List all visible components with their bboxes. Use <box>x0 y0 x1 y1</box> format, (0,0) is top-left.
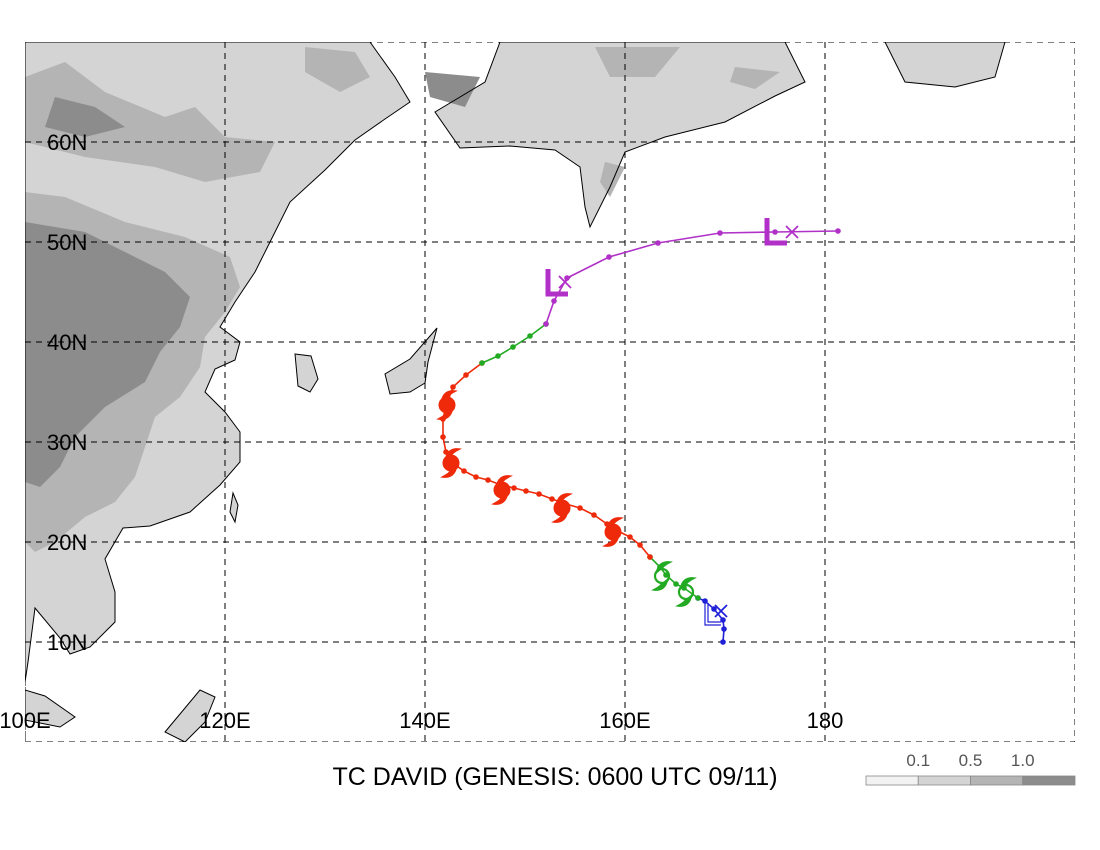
legend-swatch <box>1022 775 1076 786</box>
legend-label: 0.1 <box>906 751 930 770</box>
track-point <box>637 542 643 548</box>
track-point <box>461 468 467 474</box>
track-point <box>711 606 717 612</box>
coastline <box>384 327 438 395</box>
coastline <box>25 689 76 728</box>
axis-labels: 100E 120E 140E 160E 180 10N 20N 30N 40N 50N 60N <box>0 130 843 733</box>
track-symbols <box>436 218 799 626</box>
position-x-mark <box>558 275 572 289</box>
track-point <box>835 228 841 234</box>
lon-tick-label: 120E <box>199 708 250 733</box>
track-point <box>479 360 485 366</box>
shade-level-3 <box>25 222 190 487</box>
track-point <box>647 554 653 560</box>
terrain-shading <box>25 42 1005 742</box>
track-point <box>551 298 557 304</box>
track-point <box>606 254 612 260</box>
track-point <box>655 240 661 246</box>
track-point <box>673 581 679 587</box>
track-point <box>450 384 456 390</box>
coastline <box>434 42 806 229</box>
typhoon-symbol <box>436 390 458 420</box>
shade-level-2 <box>25 62 275 182</box>
track-point <box>772 229 778 235</box>
track-point <box>495 353 501 359</box>
track-point <box>463 372 469 378</box>
track-point <box>543 321 549 327</box>
track-point <box>510 344 516 350</box>
tropical-storm-symbol <box>651 561 673 591</box>
coastline <box>25 42 411 683</box>
track-point <box>663 572 669 578</box>
shade-level-1 <box>165 690 215 742</box>
shade-level-3 <box>45 97 125 137</box>
legend-label: 0.5 <box>959 751 983 770</box>
shade-level-1 <box>435 42 805 227</box>
track-point <box>720 617 726 623</box>
track-point <box>440 434 446 440</box>
position-x-mark <box>785 225 799 239</box>
shade-level-1 <box>25 42 410 682</box>
depression-symbol <box>704 601 721 626</box>
track-point <box>473 474 479 480</box>
typhoon-symbol <box>551 493 573 523</box>
lat-tick-label: 20N <box>47 530 87 555</box>
track-point <box>549 496 555 502</box>
track-point <box>627 534 633 540</box>
shade-level-2 <box>595 47 680 77</box>
shade-level-1 <box>385 328 437 394</box>
coastline <box>884 42 1006 88</box>
shade-level-2 <box>730 67 780 89</box>
coastline <box>229 491 239 524</box>
shade-level-2 <box>305 47 370 92</box>
lat-tick-label: 40N <box>47 330 87 355</box>
lon-tick-label: 100E <box>0 708 51 733</box>
track-point <box>591 512 597 518</box>
map-title: TC DAVID (GENESIS: 0600 UTC 09/11) <box>332 763 777 791</box>
shade-level-1 <box>25 690 75 727</box>
legend-swatch <box>865 775 919 786</box>
lon-tick-label: 180 <box>807 708 844 733</box>
lon-tick-label: 140E <box>399 708 450 733</box>
legend-swatch <box>970 775 1024 786</box>
track-point <box>536 491 542 497</box>
shade-level-1 <box>295 354 318 392</box>
extratropical-low-symbol <box>764 218 787 246</box>
coastlines <box>25 42 1006 742</box>
track-point <box>721 626 727 632</box>
coastline <box>164 689 216 742</box>
map-area <box>25 42 1075 742</box>
track-point <box>511 485 517 491</box>
position-x-mark <box>714 604 728 618</box>
track-point <box>523 488 529 494</box>
lat-tick-label: 10N <box>47 630 87 655</box>
legend-label: 1.0 <box>1011 751 1035 770</box>
track-point <box>720 639 726 645</box>
track-point <box>527 333 533 339</box>
shade-level-3 <box>425 72 480 107</box>
shade-level-2 <box>600 162 625 197</box>
typhoon-symbol <box>602 517 624 547</box>
track-point <box>577 505 583 511</box>
lat-lon-grid <box>25 42 1075 742</box>
extratropical-low-symbol <box>545 269 568 297</box>
lat-tick-label: 60N <box>47 130 87 155</box>
lat-tick-label: 30N <box>47 430 87 455</box>
track-point <box>695 595 701 601</box>
track-point <box>485 477 491 483</box>
track-point <box>717 230 723 236</box>
typhoon-symbol <box>491 475 513 505</box>
shade-level-1 <box>885 42 1005 87</box>
typhoon-symbol <box>440 448 462 478</box>
legend-swatch <box>917 775 971 786</box>
shading-legend: 0.1 0.5 1.0 <box>865 751 1076 786</box>
tropical-storm-symbol <box>675 577 697 607</box>
coastline <box>294 353 319 393</box>
lat-tick-label: 50N <box>47 230 87 255</box>
lon-tick-label: 160E <box>599 708 650 733</box>
